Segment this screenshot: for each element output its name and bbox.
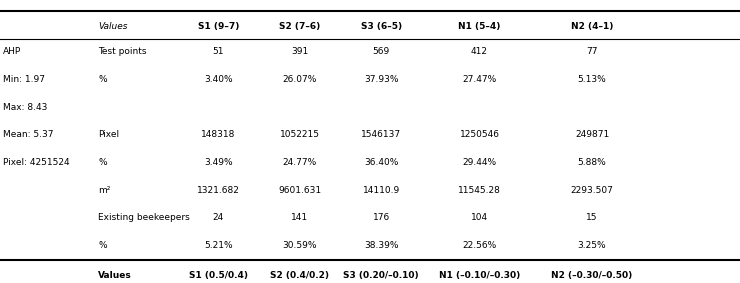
Text: 9601.631: 9601.631 bbox=[278, 186, 321, 195]
Text: 391: 391 bbox=[291, 47, 309, 56]
Text: 11545.28: 11545.28 bbox=[458, 186, 501, 195]
Text: 29.44%: 29.44% bbox=[462, 158, 497, 167]
Text: 569: 569 bbox=[372, 47, 390, 56]
Text: Pixel: 4251524: Pixel: 4251524 bbox=[3, 158, 70, 167]
Text: Mean: 5.37: Mean: 5.37 bbox=[3, 130, 53, 139]
Text: S1 (0.5/0.4): S1 (0.5/0.4) bbox=[189, 271, 248, 280]
Text: S3 (6–5): S3 (6–5) bbox=[360, 22, 402, 31]
Text: AHP: AHP bbox=[3, 47, 21, 56]
Text: 36.40%: 36.40% bbox=[364, 158, 398, 167]
Text: S2 (0.4/0.2): S2 (0.4/0.2) bbox=[270, 271, 329, 280]
Text: m²: m² bbox=[98, 186, 111, 195]
Text: N1 (–0.10/–0.30): N1 (–0.10/–0.30) bbox=[439, 271, 520, 280]
Text: 24: 24 bbox=[212, 213, 224, 222]
Text: N2 (4–1): N2 (4–1) bbox=[571, 22, 613, 31]
Text: 51: 51 bbox=[212, 47, 224, 56]
Text: 26.07%: 26.07% bbox=[283, 75, 317, 84]
Text: 24.77%: 24.77% bbox=[283, 158, 317, 167]
Text: 249871: 249871 bbox=[575, 130, 609, 139]
Text: 5.21%: 5.21% bbox=[204, 241, 232, 250]
Text: S3 (0.20/–0.10): S3 (0.20/–0.10) bbox=[343, 271, 419, 280]
Text: Test points: Test points bbox=[98, 47, 147, 56]
Text: 3.49%: 3.49% bbox=[204, 158, 232, 167]
Text: Max: 8.43: Max: 8.43 bbox=[3, 102, 47, 112]
Text: 38.39%: 38.39% bbox=[364, 241, 398, 250]
Text: 176: 176 bbox=[372, 213, 390, 222]
Text: 5.13%: 5.13% bbox=[578, 75, 606, 84]
Text: 1250546: 1250546 bbox=[460, 130, 500, 139]
Text: 148318: 148318 bbox=[201, 130, 235, 139]
Text: %: % bbox=[98, 75, 107, 84]
Text: 30.59%: 30.59% bbox=[283, 241, 317, 250]
Text: %: % bbox=[98, 241, 107, 250]
Text: Values: Values bbox=[98, 271, 132, 280]
Text: 2293.507: 2293.507 bbox=[571, 186, 613, 195]
Text: 412: 412 bbox=[471, 47, 488, 56]
Text: 3.40%: 3.40% bbox=[204, 75, 232, 84]
Text: 27.47%: 27.47% bbox=[462, 75, 497, 84]
Text: 22.56%: 22.56% bbox=[462, 241, 497, 250]
Text: 3.25%: 3.25% bbox=[578, 241, 606, 250]
Text: 1546137: 1546137 bbox=[361, 130, 401, 139]
Text: 1321.682: 1321.682 bbox=[197, 186, 240, 195]
Text: N1 (5–4): N1 (5–4) bbox=[458, 22, 501, 31]
Text: 37.93%: 37.93% bbox=[364, 75, 398, 84]
Text: 77: 77 bbox=[586, 47, 598, 56]
Text: Existing beekeepers: Existing beekeepers bbox=[98, 213, 190, 222]
Text: 104: 104 bbox=[471, 213, 488, 222]
Text: N2 (–0.30/–0.50): N2 (–0.30/–0.50) bbox=[551, 271, 633, 280]
Text: Pixel: Pixel bbox=[98, 130, 120, 139]
Text: 14110.9: 14110.9 bbox=[363, 186, 400, 195]
Text: 5.88%: 5.88% bbox=[578, 158, 606, 167]
Text: S1 (9–7): S1 (9–7) bbox=[198, 22, 239, 31]
Text: %: % bbox=[98, 158, 107, 167]
Text: 15: 15 bbox=[586, 213, 598, 222]
Text: Values: Values bbox=[98, 22, 128, 31]
Text: Min: 1.97: Min: 1.97 bbox=[3, 75, 45, 84]
Text: S2 (7–6): S2 (7–6) bbox=[279, 22, 320, 31]
Text: 141: 141 bbox=[291, 213, 309, 222]
Text: 1052215: 1052215 bbox=[280, 130, 320, 139]
